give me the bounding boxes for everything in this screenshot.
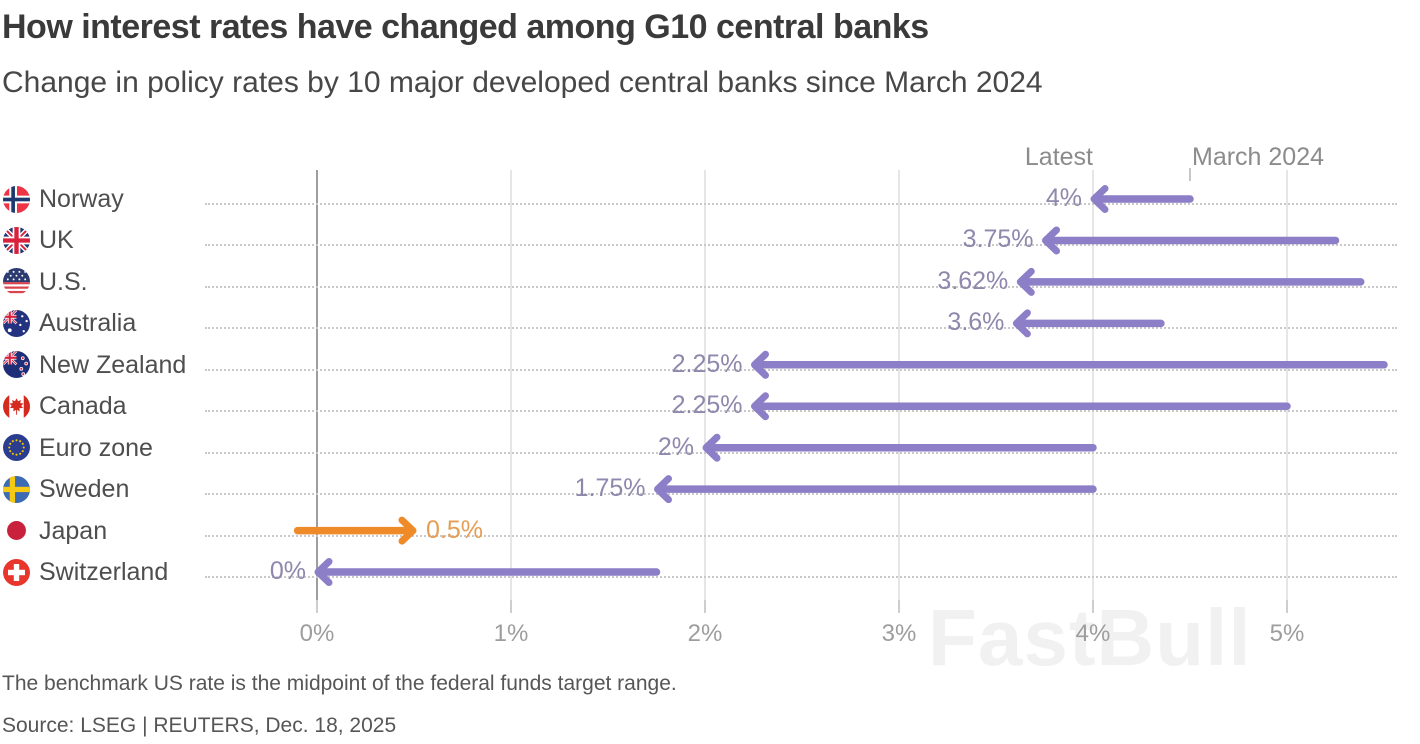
- annotation-latest: Latest: [1024, 143, 1093, 171]
- change-arrow-u-s-: [1016, 267, 1365, 296]
- chart-subtitle: Change in policy rates by 10 major devel…: [2, 66, 1043, 99]
- dotted-leader-line: [205, 368, 1397, 371]
- x-tick-label: 5%: [1269, 620, 1305, 647]
- x-tick-label: 3%: [881, 620, 917, 647]
- x-tick-label: 4%: [1075, 620, 1111, 647]
- x-tick-label: 1%: [493, 620, 529, 647]
- dotted-leader-line: [205, 410, 1397, 413]
- new-zealand-flag-icon: [3, 351, 30, 379]
- latest-rate-label: 0%: [269, 557, 306, 586]
- x-tick-label: 0%: [299, 620, 335, 647]
- euro-zone-flag-icon: [3, 434, 30, 462]
- norway-flag-icon: [3, 185, 30, 213]
- latest-rate-label: 3.75%: [962, 225, 1034, 254]
- country-label-u-s-: U.S.: [39, 267, 88, 296]
- change-arrow-japan: [293, 516, 417, 545]
- dotted-leader-line: [205, 493, 1397, 496]
- annotation-march-2024: March 2024: [1192, 143, 1325, 171]
- dotted-leader-line: [205, 244, 1397, 247]
- change-arrow-australia: [1012, 309, 1165, 338]
- canada-flag-icon: [3, 392, 30, 420]
- footnote: The benchmark US rate is the midpoint of…: [2, 672, 677, 695]
- country-label-sweden: Sweden: [39, 475, 130, 504]
- australia-flag-icon: [3, 309, 30, 337]
- uk-flag-icon: [3, 226, 30, 254]
- dotted-leader-line: [205, 576, 1397, 579]
- change-arrow-switzerland: [314, 558, 661, 587]
- latest-rate-label: 1.75%: [574, 474, 646, 503]
- latest-rate-label: 3.6%: [947, 308, 1005, 337]
- switzerland-flag-icon: [3, 558, 30, 586]
- dotted-leader-line: [205, 451, 1397, 454]
- us-flag-icon: [3, 268, 30, 296]
- latest-rate-label: 2%: [657, 432, 694, 461]
- country-label-australia: Australia: [39, 309, 137, 338]
- x-tick-label: 2%: [687, 620, 723, 647]
- country-label-switzerland: Switzerland: [39, 558, 169, 587]
- japan-flag-icon: [3, 517, 30, 544]
- dotted-leader-line: [205, 327, 1397, 330]
- change-arrow-sweden: [654, 475, 1097, 504]
- dotted-leader-line: [205, 203, 1397, 205]
- latest-rate-label: 2.25%: [671, 349, 743, 378]
- change-arrow-norway: [1090, 185, 1194, 213]
- watermark: FastBull: [928, 593, 1252, 682]
- latest-rate-label: 0.5%: [426, 515, 483, 544]
- country-label-euro-zone: Euro zone: [39, 433, 153, 462]
- country-label-norway: Norway: [39, 185, 124, 213]
- chart-title: How interest rates have changed among G1…: [2, 8, 929, 46]
- latest-rate-label: 2.25%: [671, 391, 743, 420]
- country-label-canada: Canada: [39, 392, 127, 421]
- change-arrow-canada: [751, 392, 1291, 421]
- dotted-leader-line: [205, 534, 1397, 537]
- dotted-leader-line: [205, 285, 1397, 288]
- country-label-japan: Japan: [39, 516, 108, 545]
- sweden-flag-icon: [3, 475, 30, 503]
- change-arrow-euro-zone: [702, 433, 1097, 462]
- latest-rate-label: 4%: [1045, 184, 1082, 212]
- country-label-uk: UK: [39, 226, 74, 255]
- latest-rate-label: 3.62%: [937, 266, 1009, 295]
- country-label-new-zealand: New Zealand: [39, 350, 187, 379]
- change-arrow-uk: [1042, 226, 1340, 255]
- source-line: Source: LSEG | REUTERS, Dec. 18, 2025: [2, 714, 397, 737]
- change-arrow-new-zealand: [751, 350, 1388, 379]
